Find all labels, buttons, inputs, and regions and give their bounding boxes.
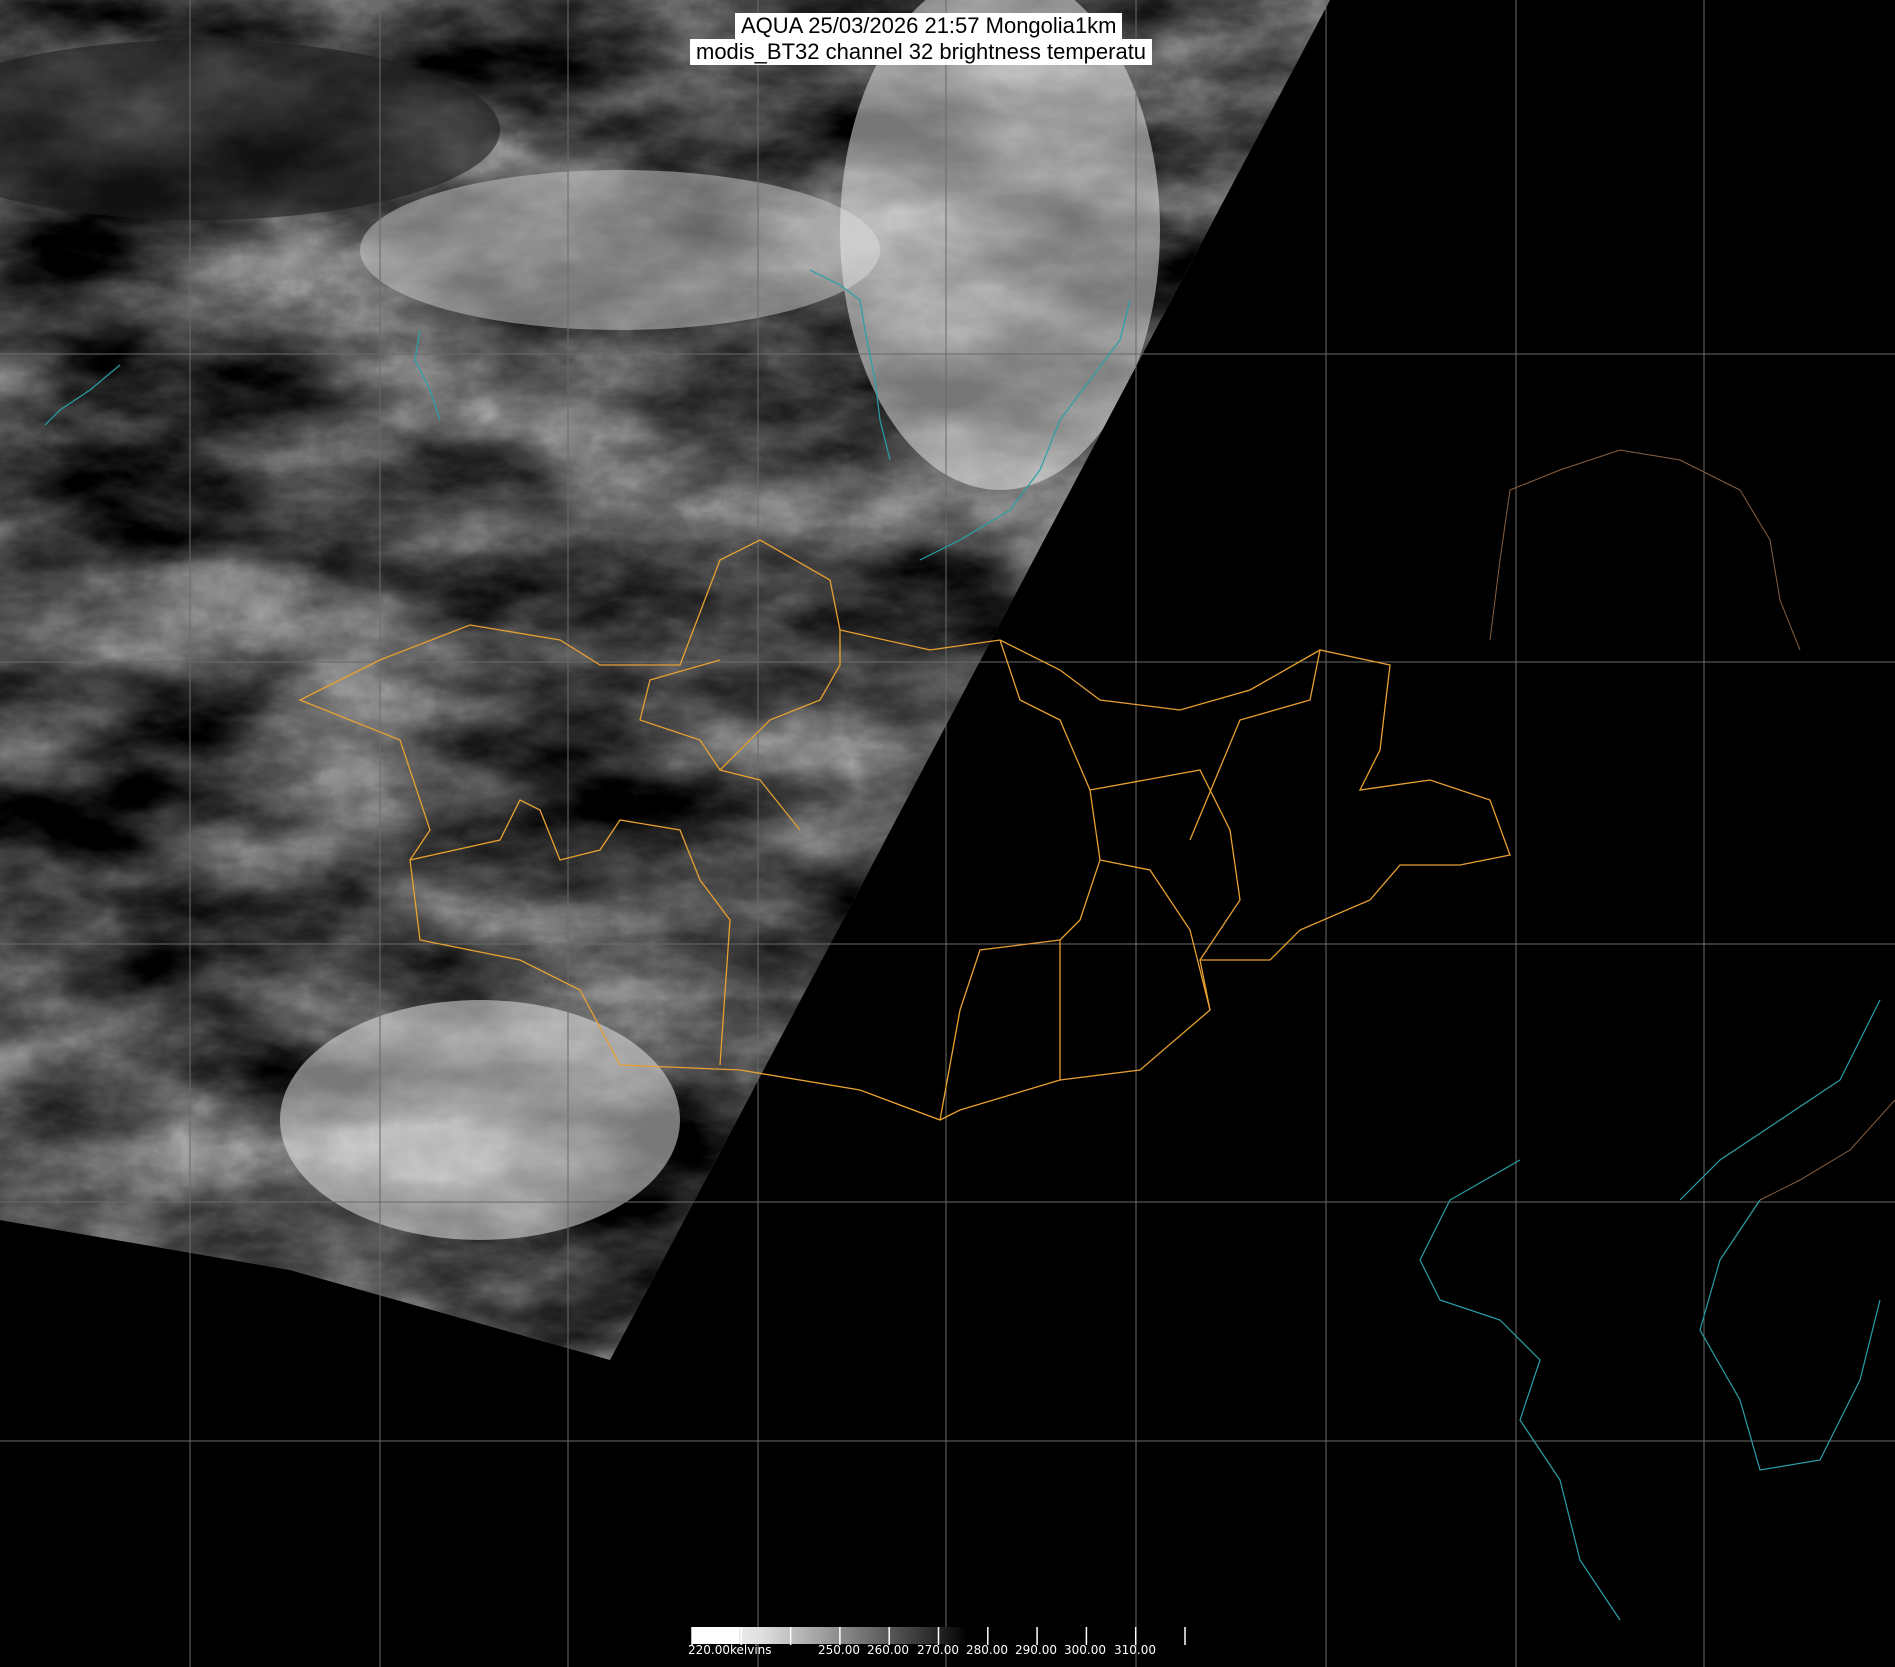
colorbar-label: 310.00 [1114,1643,1156,1657]
title-line-1: AQUA 25/03/2026 21:57 Mongolia1km [735,13,1123,39]
colorbar-label: 220.00kelvins [688,1643,772,1657]
country-border-china [1489,449,1895,1201]
title-line-2: modis_BT32 channel 32 brightness tempera… [690,39,1153,65]
colorbar-label: 300.00 [1064,1643,1106,1657]
coastlines [44,269,1881,1621]
colorbar-label: 280.00 [966,1643,1008,1657]
colorbar-label: 290.00 [1015,1643,1057,1657]
satellite-swath [0,0,1330,1360]
colorbar-label: 260.00 [867,1643,909,1657]
admin-borders [298,539,1511,1121]
colorbar [691,1627,1186,1645]
colorbar-label: 250.00 [818,1643,860,1657]
colorbar-gradient [692,1627,968,1644]
colorbar-label: 270.00 [917,1643,959,1657]
